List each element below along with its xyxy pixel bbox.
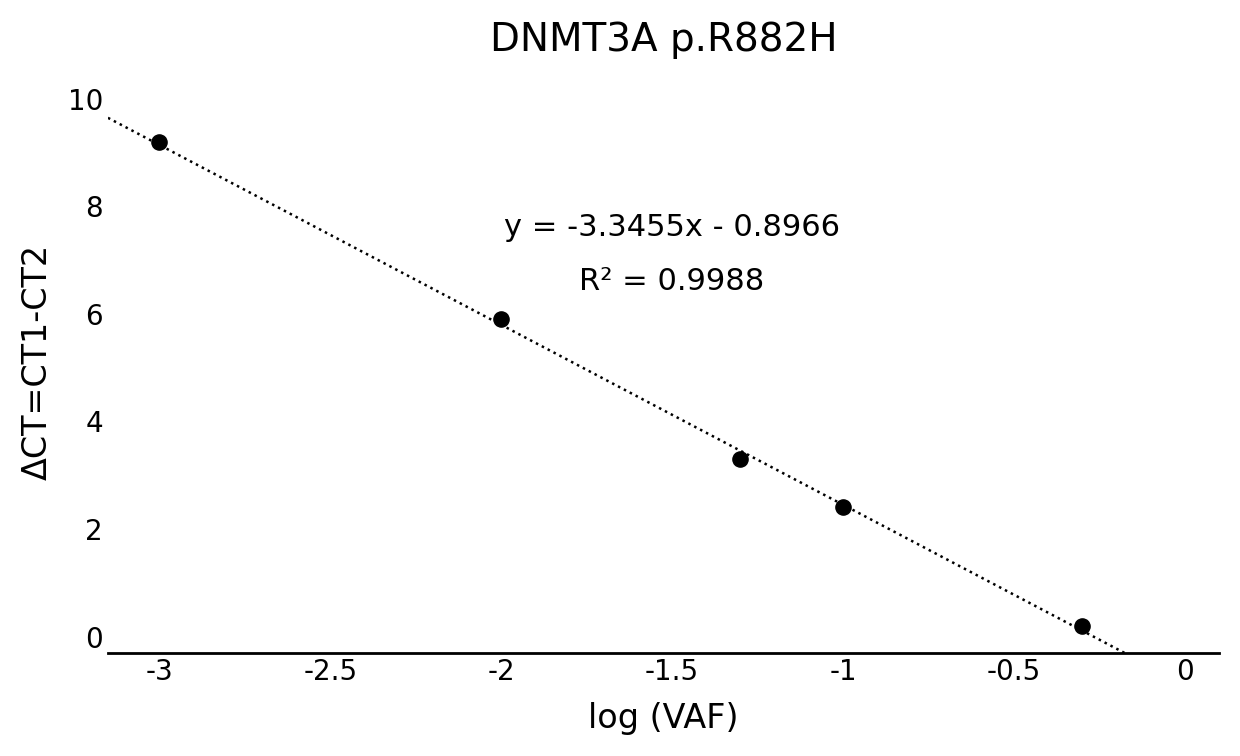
Point [730, 453, 750, 465]
Text: y = -3.3455x - 0.8966: y = -3.3455x - 0.8966 [505, 213, 841, 242]
Point [1073, 620, 1092, 632]
Text: R² = 0.9988: R² = 0.9988 [579, 267, 765, 296]
Point [491, 313, 511, 325]
Point [149, 135, 169, 147]
Point [833, 501, 853, 513]
Title: DNMT3A p.R882H: DNMT3A p.R882H [490, 21, 837, 59]
X-axis label: log (VAF): log (VAF) [588, 702, 739, 735]
Y-axis label: ΔCT=CT1-CT2: ΔCT=CT1-CT2 [21, 244, 53, 480]
